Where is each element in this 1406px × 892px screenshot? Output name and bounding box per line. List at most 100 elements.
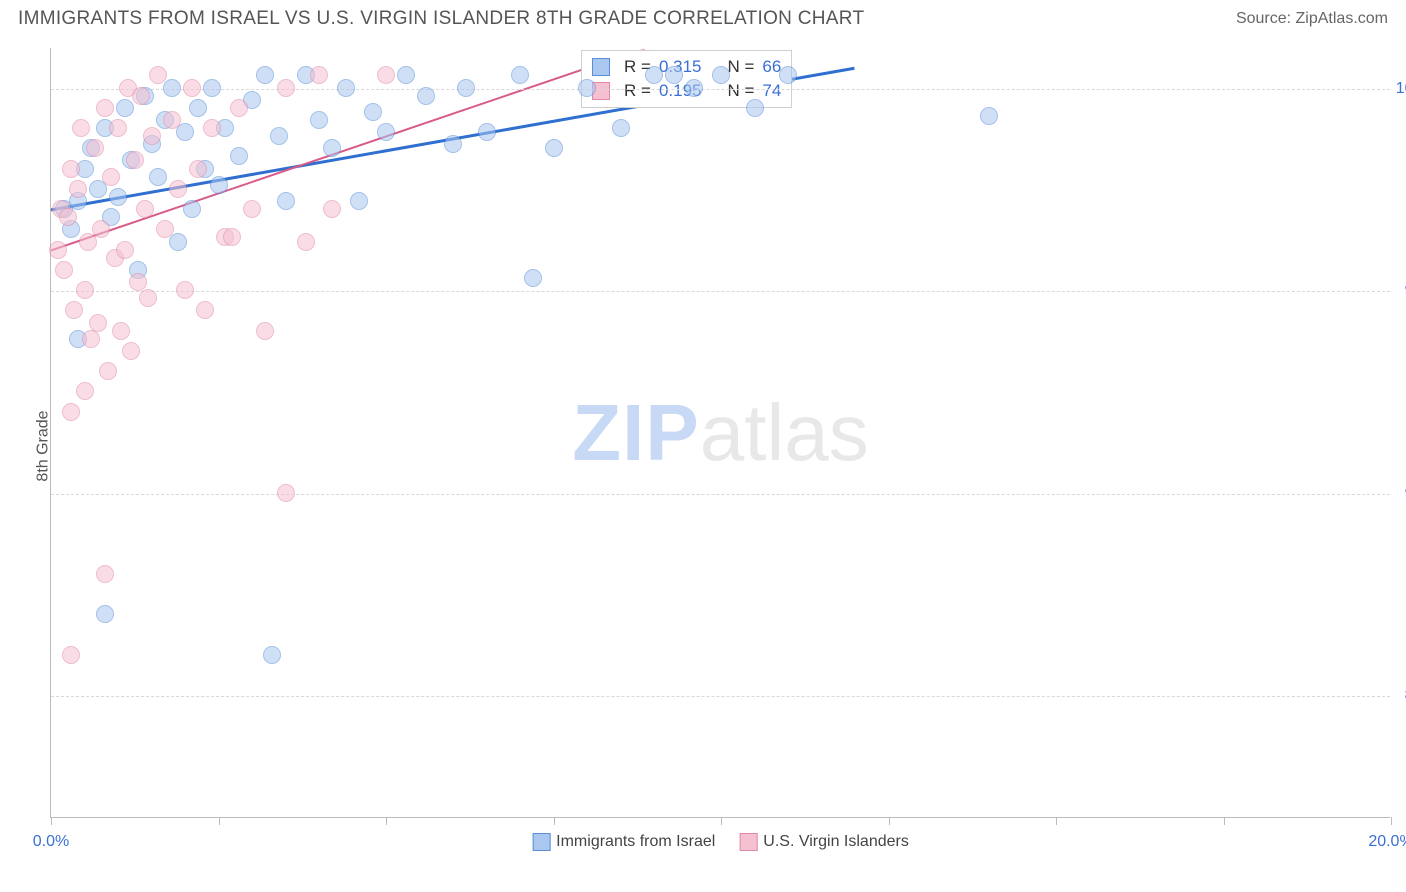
- scatter-point: [310, 111, 328, 129]
- x-tick-label: 20.0%: [1368, 833, 1406, 851]
- x-tick: [219, 817, 220, 825]
- stat-n-value: 74: [762, 81, 781, 101]
- chart-area: ZIPatlas R = 0.315N = 66R = 0.195N = 74 …: [50, 48, 1390, 818]
- x-tick: [1056, 817, 1057, 825]
- legend-label: Immigrants from Israel: [556, 833, 715, 850]
- scatter-point: [223, 228, 241, 246]
- legend-swatch: [739, 833, 757, 851]
- scatter-point: [444, 135, 462, 153]
- scatter-point: [511, 66, 529, 84]
- legend-bottom: Immigrants from Israel U.S. Virgin Island…: [532, 833, 909, 851]
- scatter-point: [139, 289, 157, 307]
- scatter-point: [116, 99, 134, 117]
- scatter-point: [129, 273, 147, 291]
- x-tick: [554, 817, 555, 825]
- scatter-point: [96, 605, 114, 623]
- scatter-point: [62, 646, 80, 664]
- gridline-h: [51, 494, 1390, 495]
- scatter-point: [256, 322, 274, 340]
- x-tick: [721, 817, 722, 825]
- scatter-point: [578, 79, 596, 97]
- scatter-point: [779, 66, 797, 84]
- scatter-point: [109, 119, 127, 137]
- scatter-point: [149, 66, 167, 84]
- legend-item: U.S. Virgin Islanders: [739, 833, 909, 851]
- regression-lines: [51, 48, 1390, 817]
- scatter-point: [712, 66, 730, 84]
- scatter-point: [59, 208, 77, 226]
- scatter-point: [337, 79, 355, 97]
- stat-n-label: N =: [727, 57, 754, 77]
- scatter-point: [417, 87, 435, 105]
- legend-swatch: [592, 58, 610, 76]
- watermark: ZIPatlas: [572, 387, 868, 479]
- scatter-point: [62, 160, 80, 178]
- scatter-point: [76, 382, 94, 400]
- scatter-point: [183, 200, 201, 218]
- scatter-point: [149, 168, 167, 186]
- scatter-point: [72, 119, 90, 137]
- scatter-point: [102, 168, 120, 186]
- scatter-point: [86, 139, 104, 157]
- x-tick: [1391, 817, 1392, 825]
- scatter-point: [163, 111, 181, 129]
- gridline-h: [51, 696, 1390, 697]
- scatter-point: [612, 119, 630, 137]
- scatter-point: [457, 79, 475, 97]
- scatter-point: [82, 330, 100, 348]
- scatter-point: [203, 119, 221, 137]
- scatter-point: [76, 281, 94, 299]
- source-label: Source: ZipAtlas.com: [1236, 10, 1388, 28]
- y-tick-label: 100.0%: [1395, 80, 1406, 98]
- scatter-point: [55, 261, 73, 279]
- scatter-point: [109, 188, 127, 206]
- scatter-point: [364, 103, 382, 121]
- scatter-point: [112, 322, 130, 340]
- scatter-point: [136, 200, 154, 218]
- scatter-point: [196, 301, 214, 319]
- gridline-h: [51, 291, 1390, 292]
- scatter-point: [96, 99, 114, 117]
- scatter-point: [99, 362, 117, 380]
- x-tick: [1224, 817, 1225, 825]
- scatter-point: [350, 192, 368, 210]
- scatter-point: [189, 160, 207, 178]
- scatter-point: [980, 107, 998, 125]
- scatter-point: [62, 403, 80, 421]
- scatter-point: [685, 79, 703, 97]
- scatter-point: [116, 241, 134, 259]
- scatter-point: [49, 241, 67, 259]
- scatter-point: [310, 66, 328, 84]
- stats-box: R = 0.315N = 66R = 0.195N = 74: [581, 50, 792, 108]
- scatter-point: [524, 269, 542, 287]
- scatter-point: [169, 180, 187, 198]
- scatter-point: [203, 79, 221, 97]
- scatter-point: [69, 180, 87, 198]
- scatter-point: [169, 233, 187, 251]
- scatter-point: [277, 79, 295, 97]
- scatter-point: [126, 151, 144, 169]
- scatter-point: [545, 139, 563, 157]
- scatter-point: [230, 147, 248, 165]
- y-tick-label: 95.0%: [1395, 282, 1406, 300]
- scatter-point: [92, 220, 110, 238]
- scatter-point: [65, 301, 83, 319]
- x-tick: [51, 817, 52, 825]
- scatter-point: [377, 123, 395, 141]
- stats-row: R = 0.315N = 66: [592, 55, 781, 79]
- gridline-h: [51, 89, 1390, 90]
- scatter-point: [665, 66, 683, 84]
- watermark-atlas: atlas: [700, 388, 869, 477]
- scatter-point: [89, 314, 107, 332]
- scatter-point: [256, 66, 274, 84]
- watermark-zip: ZIP: [572, 388, 699, 477]
- scatter-point: [189, 99, 207, 117]
- stat-n-label: N =: [727, 81, 754, 101]
- scatter-point: [143, 127, 161, 145]
- y-tick-label: 85.0%: [1395, 687, 1406, 705]
- scatter-point: [122, 342, 140, 360]
- stat-r-label: R =: [624, 81, 651, 101]
- scatter-point: [210, 176, 228, 194]
- scatter-point: [263, 646, 281, 664]
- scatter-point: [270, 127, 288, 145]
